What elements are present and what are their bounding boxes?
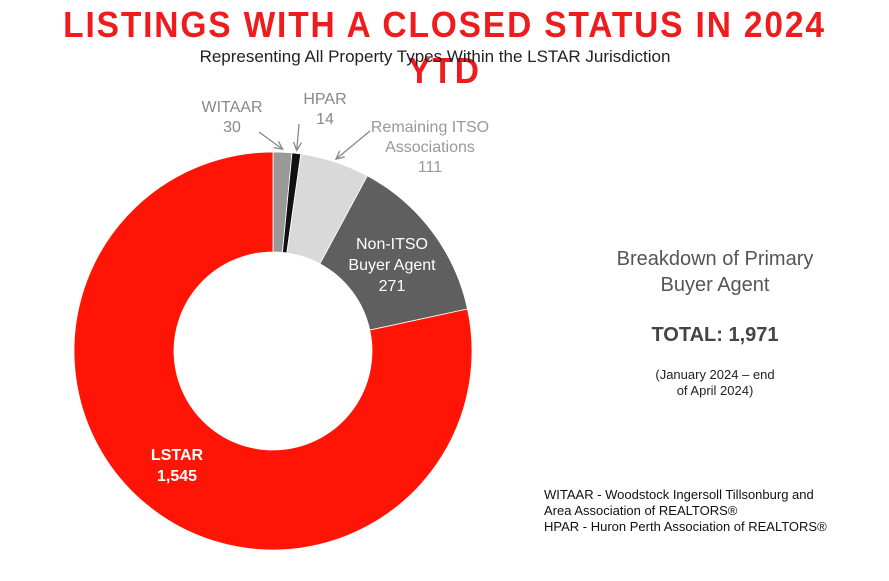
abbreviation-notes: WITAAR - Woodstock Ingersoll Tillsonburg… bbox=[544, 487, 884, 535]
breakdown-heading-line2: Buyer Agent bbox=[660, 274, 770, 296]
slice-label-non-itso-buyer-agent: Non-ITSO Buyer Agent 271 bbox=[348, 236, 436, 295]
breakdown-heading: Breakdown of Primary Buyer Agent bbox=[575, 246, 855, 298]
date-range-line1: (January 2024 – end bbox=[655, 367, 775, 382]
slice-label-hpar: HPAR 14 bbox=[303, 91, 346, 128]
slice-label-lstar: LSTAR 1,545 bbox=[151, 447, 204, 485]
date-range-line2: of April 2024) bbox=[676, 383, 754, 398]
leader-arrow bbox=[334, 130, 371, 161]
chart-title: LISTINGS WITH A CLOSED STATUS IN 2024 YT… bbox=[63, 4, 826, 91]
donut-slice-lstar bbox=[73, 151, 473, 551]
note-line: HPAR - Huron Perth Association of REALTO… bbox=[544, 519, 827, 534]
note-line: Area Association of REALTORS® bbox=[544, 503, 738, 518]
total-value: TOTAL: 1,971 bbox=[651, 324, 779, 346]
slice-label-remaining-itso-associations: Remaining ITSO Associations 111 bbox=[371, 119, 489, 176]
note-line: WITAAR - Woodstock Ingersoll Tillsonburg… bbox=[544, 487, 814, 502]
leader-arrow bbox=[292, 123, 302, 152]
chart-subtitle: Representing All Property Types Within t… bbox=[199, 47, 671, 66]
breakdown-heading-line1: Breakdown of Primary bbox=[616, 248, 814, 270]
date-range: (January 2024 – end of April 2024) bbox=[625, 367, 805, 399]
slice-label-witaar: WITAAR 30 bbox=[201, 99, 262, 136]
leader-arrow bbox=[258, 131, 284, 151]
